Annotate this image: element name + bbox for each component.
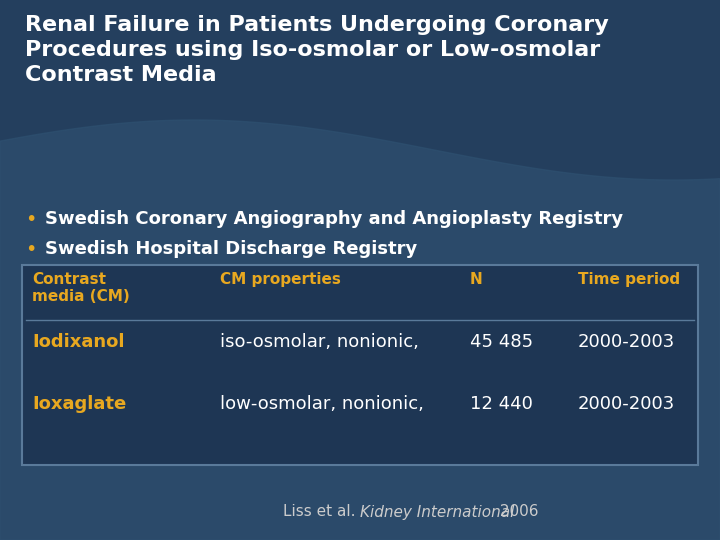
Text: Kidney International: Kidney International (360, 504, 514, 519)
Text: Swedish Coronary Angiography and Angioplasty Registry: Swedish Coronary Angiography and Angiopl… (45, 210, 623, 228)
Text: CM properties: CM properties (220, 272, 341, 287)
Text: N: N (470, 272, 482, 287)
Text: Swedish Hospital Discharge Registry: Swedish Hospital Discharge Registry (45, 240, 418, 258)
Text: 2000-2003: 2000-2003 (578, 333, 675, 351)
Text: low-osmolar, nonionic,: low-osmolar, nonionic, (220, 395, 424, 413)
Text: 12 440: 12 440 (470, 395, 533, 413)
Text: 45 485: 45 485 (470, 333, 533, 351)
Text: Time period: Time period (578, 272, 680, 287)
Text: iso-osmolar, nonionic,: iso-osmolar, nonionic, (220, 333, 419, 351)
Text: •: • (25, 240, 37, 259)
Text: 2006: 2006 (495, 504, 539, 519)
Text: Iodixanol: Iodixanol (32, 333, 125, 351)
FancyBboxPatch shape (22, 265, 698, 465)
Text: Liss et al.: Liss et al. (283, 504, 360, 519)
Text: •: • (25, 210, 37, 229)
Text: Contrast
media (CM): Contrast media (CM) (32, 272, 130, 305)
Text: Renal Failure in Patients Undergoing Coronary
Procedures using Iso-osmolar or Lo: Renal Failure in Patients Undergoing Cor… (25, 15, 608, 85)
Text: Ioxaglate: Ioxaglate (32, 395, 126, 413)
Text: 2000-2003: 2000-2003 (578, 395, 675, 413)
